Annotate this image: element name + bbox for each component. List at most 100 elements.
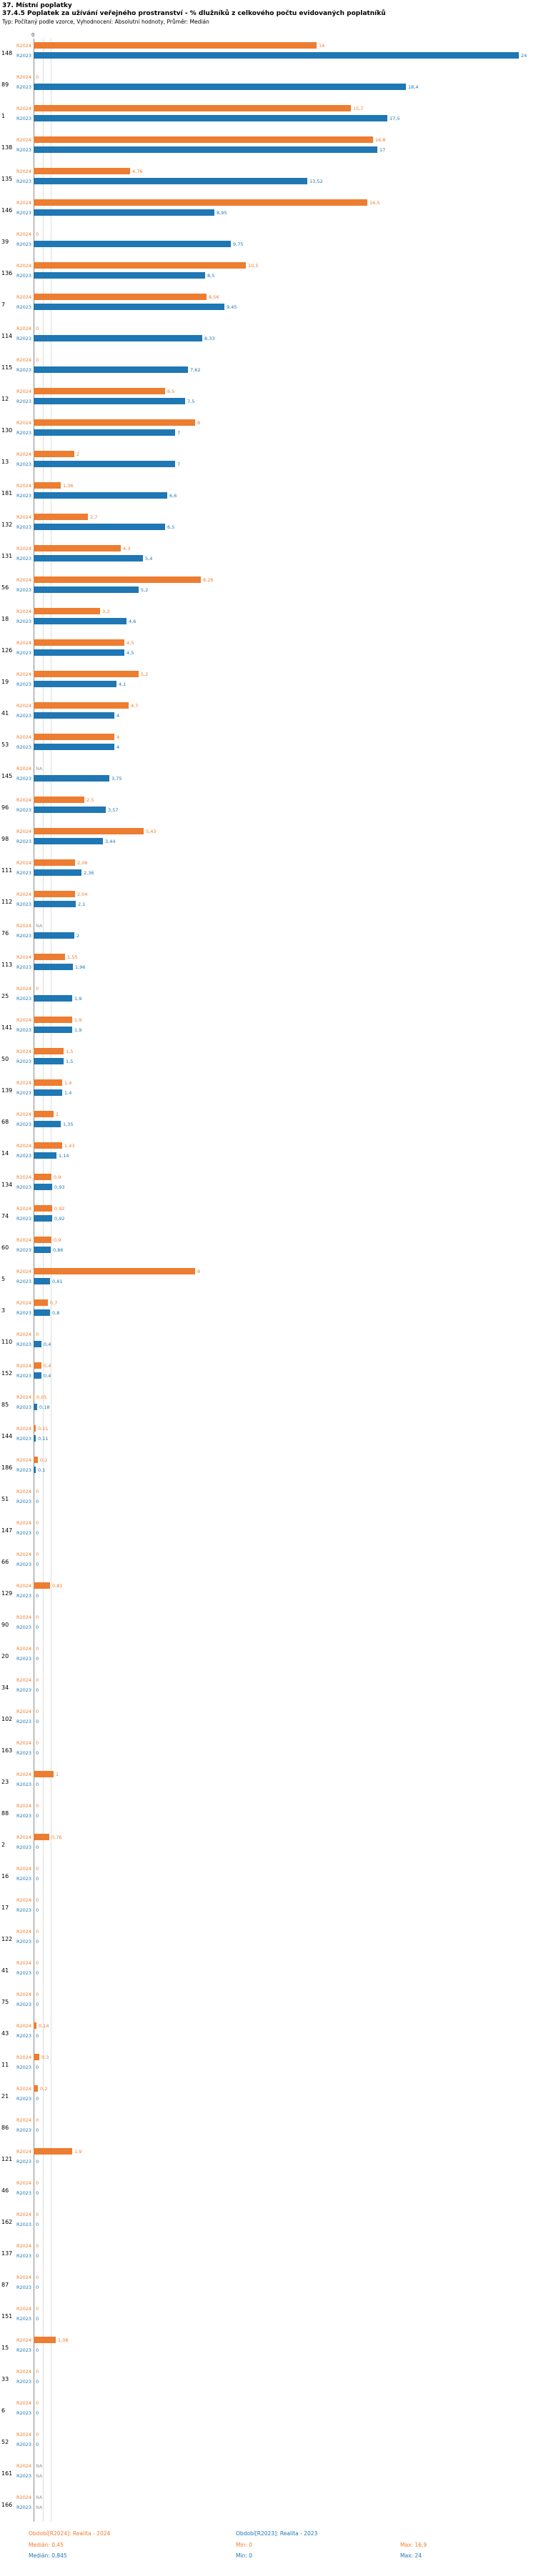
- row-series-label-r2023: R2023: [16, 2190, 31, 2196]
- row-series-label-r2023: R2023: [16, 524, 31, 530]
- row-series-label-r2024: R2024: [16, 546, 31, 551]
- bar-r2024: [34, 859, 75, 866]
- row-series-label-r2024: R2024: [16, 1646, 31, 1652]
- row-series-label-r2023: R2023: [16, 241, 31, 247]
- bar-r2024: [34, 451, 74, 457]
- bar-value-r2024: NA: [36, 2495, 43, 2500]
- row-series-label-r2024: R2024: [16, 1174, 31, 1180]
- row-series-label-r2024: R2024: [16, 483, 31, 489]
- bar-r2024: [34, 891, 75, 897]
- bar-value-r2024: 0,92: [54, 1206, 65, 1212]
- row-series-label-r2023: R2023: [16, 2473, 31, 2479]
- chart-row-group: 53 R2024 4 R2023 4: [0, 730, 536, 762]
- row-series-label-r2023: R2023: [16, 399, 31, 404]
- row-series-label-r2024: R2024: [16, 1143, 31, 1149]
- bar-value-r2023: 17,5: [389, 116, 400, 121]
- bar-value-r2023: 0,18: [39, 1404, 50, 1410]
- bar-r2024: [34, 1237, 51, 1243]
- bar-value-r2023: 0,1: [38, 1467, 46, 1473]
- bar-value-r2023: 0,81: [52, 1279, 63, 1284]
- chart-row-group: 52 R2024 0 R2023 0: [0, 2427, 536, 2459]
- bar-value-r2024: 0: [36, 1740, 39, 1746]
- bar-value-r2023: 0: [36, 2222, 39, 2227]
- row-series-label-r2024: R2024: [16, 797, 31, 803]
- bar-value-r2023: 0,93: [54, 1184, 65, 1190]
- row-series-label-r2024: R2024: [16, 2275, 31, 2280]
- bar-value-r2024: 0: [36, 1709, 39, 1714]
- category-label: 19: [1, 679, 9, 685]
- category-label: 68: [1, 1119, 9, 1125]
- chart-row-group: 162 R2024 0 R2023 0: [0, 2207, 536, 2239]
- bar-value-r2024: 6,5: [167, 389, 175, 394]
- row-series-label-r2023: R2023: [16, 1656, 31, 1662]
- category-label: 11: [1, 2062, 9, 2068]
- category-label: 41: [1, 1967, 9, 1974]
- bar-value-r2023: 0,92: [54, 1216, 65, 1222]
- chart-row-group: 102 R2024 0 R2023 0: [0, 1704, 536, 1736]
- row-series-label-r2023: R2023: [16, 1562, 31, 1567]
- bar-value-r2023: 1,5: [66, 1059, 74, 1064]
- legend-series-2024: Období[R2024]: Realita - 2024: [29, 2530, 111, 2537]
- bar-r2023: [34, 1372, 41, 1379]
- chart-row-group: 90 R2024 0 R2023 0: [0, 1610, 536, 1642]
- category-label: 162: [1, 2219, 13, 2225]
- row-series-label-r2024: R2024: [16, 2055, 31, 2060]
- row-series-label-r2024: R2024: [16, 1426, 31, 1432]
- bar-value-r2023: 0: [36, 2002, 39, 2007]
- bar-value-r2024: 8: [197, 420, 201, 426]
- bar-value-r2023: 0,4: [44, 1342, 51, 1347]
- category-label: 134: [1, 1182, 13, 1188]
- bar-value-r2024: 0: [36, 357, 39, 363]
- chart-row-group: 115 R2024 0 R2023 7,62: [0, 353, 536, 384]
- row-series-label-r2024: R2024: [16, 2180, 31, 2186]
- row-series-label-r2023: R2023: [16, 461, 31, 467]
- bar-value-r2024: 5,43: [146, 829, 157, 834]
- row-series-label-r2023: R2023: [16, 2253, 31, 2259]
- row-series-label-r2024: R2024: [16, 1049, 31, 1054]
- row-series-label-r2024: R2024: [16, 609, 31, 614]
- category-label: 39: [1, 239, 9, 245]
- bar-r2023: [34, 1184, 52, 1190]
- bar-value-r2023: 0: [36, 2065, 39, 2070]
- row-series-label-r2023: R2023: [16, 84, 31, 90]
- category-label: 66: [1, 1559, 9, 1565]
- row-series-label-r2024: R2024: [16, 389, 31, 394]
- bar-value-r2023: 7: [177, 461, 181, 467]
- row-series-label-r2024: R2024: [16, 2369, 31, 2375]
- chart-row-group: 41 R2024 4,7 R2023 4: [0, 699, 536, 730]
- bar-value-r2024: 1: [56, 1772, 59, 1777]
- bar-value-r2024: 0: [36, 326, 39, 331]
- row-series-label-r2023: R2023: [16, 1184, 31, 1190]
- bar-value-r2024: 4,3: [123, 546, 131, 551]
- category-label: 2: [1, 1842, 6, 1848]
- bar-value-r2024: 0,81: [52, 1583, 63, 1589]
- bar-r2024: [34, 42, 317, 49]
- chart-row-group: 145 R2024 NA R2023 3,75: [0, 762, 536, 793]
- category-label: 25: [1, 993, 9, 999]
- row-series-label-r2024: R2024: [16, 1080, 31, 1086]
- bar-r2023: [34, 1215, 52, 1222]
- chart-row-group: 148 R2024 14 R2023 24: [0, 39, 536, 70]
- row-series-label-r2023: R2023: [16, 1027, 31, 1033]
- category-label: 6: [1, 2407, 6, 2414]
- category-label: 60: [1, 1244, 9, 1251]
- row-series-label-r2024: R2024: [16, 74, 31, 80]
- chart-row-group: 122 R2024 0 R2023 0: [0, 1924, 536, 1956]
- bar-r2024: [34, 1362, 41, 1369]
- row-series-label-r2023: R2023: [16, 1310, 31, 1316]
- chart-row-group: 141 R2024 1,9 R2023 1,9: [0, 1013, 536, 1044]
- row-series-label-r2024: R2024: [16, 326, 31, 331]
- row-series-label-r2024: R2024: [16, 1614, 31, 1620]
- bar-r2024: [34, 199, 367, 206]
- row-series-label-r2024: R2024: [16, 2149, 31, 2155]
- chart-row-group: 16 R2024 0 R2023 0: [0, 1862, 536, 1893]
- row-series-label-r2023: R2023: [16, 2347, 31, 2353]
- chart-header: 37. Místní poplatky 37.4.5 Poplatek za u…: [2, 2, 534, 26]
- bar-value-r2024: 4,76: [132, 169, 143, 174]
- bar-value-r2023: 9,75: [233, 241, 244, 247]
- bar-value-r2024: 1,4: [64, 1080, 72, 1086]
- chart-row-group: 137 R2024 0 R2023 0: [0, 2239, 536, 2270]
- bar-r2024: [34, 388, 165, 394]
- bar-value-r2023: 6,6: [169, 493, 177, 499]
- bar-r2024: [34, 576, 201, 583]
